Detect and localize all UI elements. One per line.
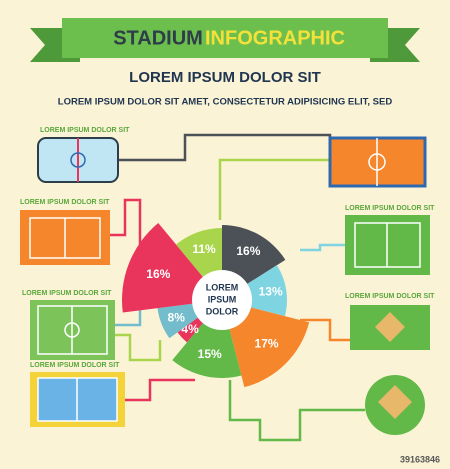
slice-label: 15% xyxy=(198,347,222,361)
annotation: LOREM IPSUM DOLOR SIT xyxy=(30,362,120,369)
annotation: LOREM IPSUM DOLOR SIT xyxy=(22,290,112,297)
subtitle: LOREM IPSUM DOLOR SIT xyxy=(129,69,321,86)
annotation: LOREM IPSUM DOLOR SIT xyxy=(40,127,130,134)
annotation: LOREM IPSUM DOLOR SIT xyxy=(345,205,435,212)
center-label: IPSUM xyxy=(208,294,237,304)
annotation: LOREM IPSUM DOLOR SIT xyxy=(20,199,110,206)
center-label: LOREM xyxy=(206,282,239,292)
annotation: LOREM IPSUM DOLOR SIT xyxy=(345,293,435,300)
slice-label: 8% xyxy=(168,310,186,324)
center-circle xyxy=(192,270,252,330)
slice-label: 17% xyxy=(255,337,279,351)
slice-label: 16% xyxy=(146,267,170,281)
slice-label: 11% xyxy=(192,242,216,256)
image-id: 39163846 xyxy=(400,454,440,464)
pie-slice xyxy=(222,300,310,388)
banner xyxy=(30,18,420,62)
title-accent: INFOGRAPHIC xyxy=(205,27,345,49)
center-label: DOLOR xyxy=(206,306,239,316)
body-text: LOREM IPSUM DOLOR SIT AMET, CONSECTETUR … xyxy=(58,97,393,108)
slice-label: 13% xyxy=(259,284,283,298)
title: STADIUM xyxy=(113,27,203,49)
icons xyxy=(20,136,430,435)
slice-label: 16% xyxy=(236,244,260,258)
